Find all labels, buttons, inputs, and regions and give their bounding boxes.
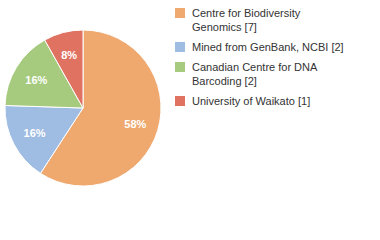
- legend-swatch: [175, 96, 185, 106]
- legend-swatch: [175, 8, 185, 18]
- legend-swatch: [175, 42, 185, 52]
- data-label: 58%: [124, 118, 146, 130]
- data-label: 16%: [25, 74, 47, 86]
- legend-label: Mined from GenBank, NCBI [2]: [192, 41, 344, 53]
- legend-label: Centre for BiodiversityGenomics [7]: [192, 7, 301, 33]
- pie-slice: [45, 30, 83, 108]
- legend: Centre for BiodiversityGenomics [7] Mined…: [175, 7, 344, 107]
- data-label: 8%: [61, 49, 77, 61]
- slices: [5, 30, 161, 186]
- chart: 58% 16% 16% 8% Centre for BiodiversityGenomi…: [0, 0, 380, 240]
- legend-swatch: [175, 62, 185, 72]
- data-label: 16%: [24, 127, 46, 139]
- pie-slice: [5, 105, 83, 173]
- legend-label: University of Waikato [1]: [192, 95, 310, 107]
- slice-labels: 58% 16% 16% 8%: [24, 49, 147, 139]
- legend-label: Canadian Centre for DNABarcoding [2]: [192, 61, 318, 87]
